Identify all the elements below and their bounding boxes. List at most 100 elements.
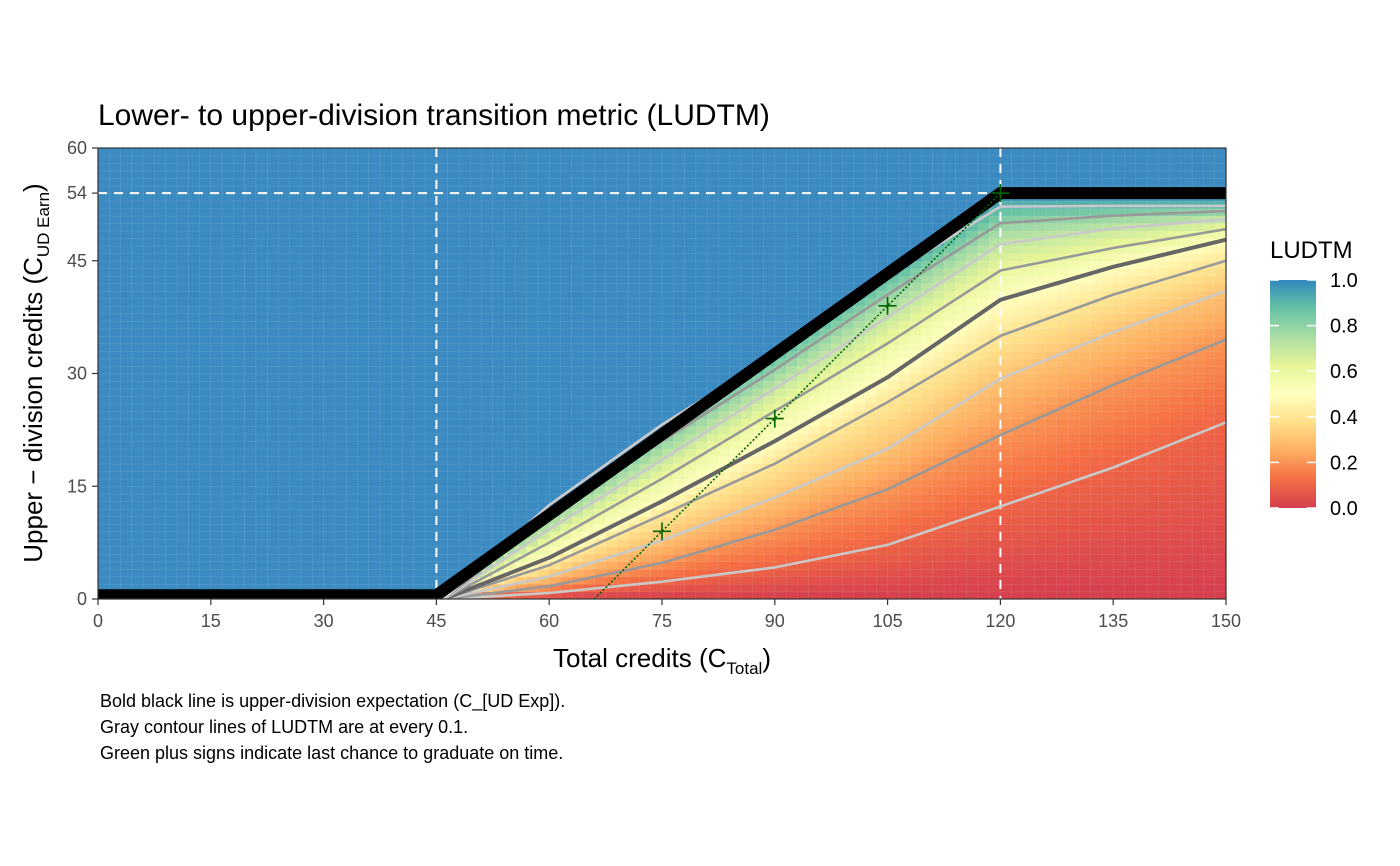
heatmap-tile xyxy=(684,358,697,367)
heatmap-tile xyxy=(661,298,674,307)
heatmap-tile xyxy=(98,252,110,262)
heatmap-tile xyxy=(808,237,821,247)
heatmap-tile xyxy=(1022,170,1035,179)
heatmap-tile xyxy=(830,222,844,232)
heatmap-tile xyxy=(255,155,268,164)
heatmap-tile xyxy=(323,313,336,322)
heatmap-tile xyxy=(266,395,280,405)
heatmap-tile xyxy=(142,162,156,172)
heatmap-tile xyxy=(515,155,528,164)
heatmap-tile xyxy=(108,245,122,254)
heatmap-tile xyxy=(345,433,359,442)
heatmap-tile xyxy=(582,305,596,315)
heatmap-tile xyxy=(154,282,167,292)
heatmap-tile xyxy=(176,343,189,352)
heatmap-tile xyxy=(966,192,979,202)
heatmap-tile xyxy=(943,380,956,390)
heatmap-tile xyxy=(706,553,720,563)
heatmap-tile xyxy=(187,282,201,292)
heatmap-tile xyxy=(876,177,889,187)
heatmap-tile xyxy=(154,298,167,307)
heatmap-tile xyxy=(424,448,438,457)
heatmap-tile xyxy=(876,531,889,540)
heatmap-tile xyxy=(515,463,528,472)
heatmap-tile xyxy=(481,245,494,254)
heatmap-tile xyxy=(233,350,246,360)
heatmap-tile xyxy=(548,448,562,457)
heatmap-tile xyxy=(424,290,438,300)
heatmap-tile xyxy=(300,470,314,480)
heatmap-tile xyxy=(808,245,821,254)
heatmap-tile xyxy=(785,388,799,397)
heatmap-tile xyxy=(943,448,956,457)
heatmap-tile xyxy=(740,282,753,292)
heatmap-tile xyxy=(345,260,359,269)
heatmap-tile xyxy=(515,493,528,502)
heatmap-tile xyxy=(187,395,201,405)
heatmap-tile xyxy=(751,523,765,533)
heatmap-tile xyxy=(300,561,314,570)
heatmap-tile xyxy=(154,177,167,187)
heatmap-tile xyxy=(165,403,178,412)
heatmap-tile xyxy=(368,418,381,427)
heatmap-tile xyxy=(357,290,370,300)
heatmap-tile xyxy=(594,237,607,247)
heatmap-tile xyxy=(616,215,629,224)
heatmap-tile xyxy=(447,500,460,510)
heatmap-tile xyxy=(424,245,438,254)
heatmap-tile xyxy=(797,298,810,307)
heatmap-tile xyxy=(515,290,528,300)
heatmap-tile xyxy=(390,553,404,563)
heatmap-tile xyxy=(98,260,110,269)
heatmap-tile xyxy=(187,155,201,164)
heatmap-tile xyxy=(142,260,156,269)
heatmap-tile xyxy=(785,230,799,239)
heatmap-tile xyxy=(199,320,212,330)
heatmap-tile xyxy=(413,320,426,330)
heatmap-tile xyxy=(379,388,392,397)
heatmap-tile xyxy=(819,215,832,224)
heatmap-tile xyxy=(853,583,866,593)
heatmap-tile xyxy=(797,358,810,367)
heatmap-tile xyxy=(300,365,314,375)
heatmap-tile xyxy=(695,222,708,232)
heatmap-tile xyxy=(830,455,844,465)
heatmap-tile xyxy=(1033,583,1047,593)
heatmap-tile xyxy=(165,553,178,563)
heatmap-tile xyxy=(1000,148,1013,157)
heatmap-tile xyxy=(1000,155,1013,164)
heatmap-tile xyxy=(108,576,122,585)
heatmap-tile xyxy=(390,162,404,172)
heatmap-tile xyxy=(233,207,246,217)
heatmap-tile xyxy=(345,373,359,382)
heatmap-tile xyxy=(199,222,212,232)
heatmap-tile xyxy=(966,267,979,277)
heatmap-tile xyxy=(830,155,844,164)
heatmap-tile xyxy=(120,561,133,570)
heatmap-tile xyxy=(154,546,167,555)
heatmap-tile xyxy=(718,200,731,209)
heatmap-tile xyxy=(751,215,765,224)
heatmap-tile xyxy=(548,380,562,390)
heatmap-tile xyxy=(819,568,832,578)
heatmap-tile xyxy=(954,380,968,390)
heatmap-tile xyxy=(458,433,471,442)
heatmap-tile xyxy=(785,267,799,277)
heatmap-tile xyxy=(481,373,494,382)
heatmap-tile xyxy=(966,358,979,367)
heatmap-tile xyxy=(436,290,449,300)
heatmap-tile xyxy=(977,395,990,405)
heatmap-tile xyxy=(988,561,1002,570)
heatmap-tile xyxy=(763,245,776,254)
heatmap-tile xyxy=(345,290,359,300)
heatmap-tile xyxy=(515,455,528,465)
heatmap-tile xyxy=(605,335,618,345)
heatmap-tile xyxy=(921,162,934,172)
heatmap-tile xyxy=(774,553,787,563)
heatmap-tile xyxy=(774,282,787,292)
heatmap-tile xyxy=(469,298,483,307)
heatmap-tile xyxy=(233,455,246,465)
heatmap-tile xyxy=(729,290,742,300)
heatmap-tile xyxy=(627,298,641,307)
